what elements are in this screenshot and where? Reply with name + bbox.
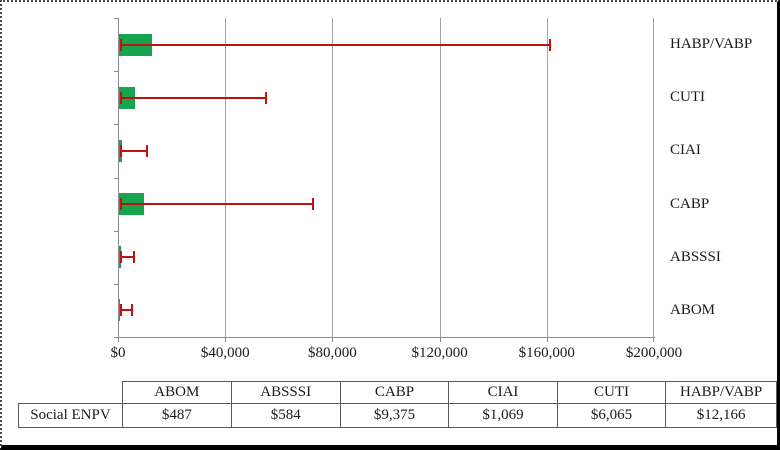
x-tick-label: $80,000 bbox=[308, 345, 357, 361]
x-axis-tick bbox=[118, 338, 119, 342]
bar-abom bbox=[119, 299, 121, 322]
gridline bbox=[546, 18, 548, 337]
x-axis-tick bbox=[439, 338, 441, 342]
table-header-absssi: ABSSSI bbox=[230, 381, 341, 404]
y-axis-tick bbox=[114, 178, 118, 179]
error-cap-high-ciai bbox=[145, 144, 148, 157]
error-cap-low-abom bbox=[120, 304, 123, 317]
table-value-absssi: $584 bbox=[230, 403, 341, 428]
x-tick-label: $0 bbox=[110, 345, 126, 361]
gridline bbox=[332, 18, 334, 337]
gridline bbox=[653, 18, 654, 337]
data-table: ABOM ABSSSI CABP CIAI CUTI HABP/VABP Social EN… bbox=[18, 381, 777, 428]
row-habp-vabp bbox=[118, 18, 654, 71]
y-axis-tick bbox=[114, 71, 118, 72]
table-value-abom: $487 bbox=[121, 403, 232, 428]
error-cap-high-habp-vabp bbox=[549, 38, 552, 51]
category-axis-labels: HABP/VABP CUTI CIAI CABP ABSSSI ABOM bbox=[670, 18, 777, 337]
x-tick-label: $120,000 bbox=[411, 345, 468, 361]
category-label-abom: ABOM bbox=[670, 301, 716, 318]
row-abom bbox=[118, 284, 654, 337]
error-bar-habp-vabp bbox=[121, 43, 551, 46]
category-label-cuti: CUTI bbox=[670, 89, 705, 106]
x-tick-label: $200,000 bbox=[625, 345, 683, 361]
x-axis-tick bbox=[225, 338, 227, 342]
y-axis-tick bbox=[114, 231, 118, 232]
error-cap-high-cabp bbox=[311, 198, 314, 211]
y-axis-tick bbox=[114, 124, 118, 125]
table-value-ciai: $1,069 bbox=[448, 403, 558, 428]
row-absssi bbox=[118, 231, 654, 284]
bar-absssi bbox=[119, 246, 121, 269]
y-axis-line bbox=[118, 18, 119, 337]
table-corner-blank bbox=[19, 382, 123, 404]
x-tick-label: $40,000 bbox=[200, 345, 250, 361]
plot-area bbox=[114, 18, 655, 342]
error-cap-high-cuti bbox=[265, 91, 268, 104]
category-label-absssi: ABSSSI bbox=[670, 248, 721, 265]
x-axis-tick bbox=[332, 338, 334, 342]
x-axis-tick bbox=[653, 338, 654, 342]
error-bar-ciai bbox=[121, 149, 147, 152]
category-label-habp-vabp: HABP/VABP bbox=[670, 36, 753, 53]
table-header-cuti: CUTI bbox=[556, 381, 667, 404]
error-bar-abom bbox=[121, 309, 133, 312]
error-bar-absssi bbox=[121, 256, 134, 259]
y-axis-tick bbox=[114, 18, 118, 19]
row-cabp bbox=[118, 178, 654, 231]
error-cap-low-absssi bbox=[120, 251, 123, 264]
x-axis-tick-labels: $0 $40,000 $80,000 $120,000 $160,000 $200,000 bbox=[111, 345, 683, 365]
table-row-label: Social ENPV bbox=[18, 403, 123, 428]
error-cap-low-cuti bbox=[120, 91, 123, 104]
table-header-ciai: CIAI bbox=[448, 381, 558, 404]
error-bar-cabp bbox=[121, 203, 313, 206]
error-cap-high-abom bbox=[131, 304, 134, 317]
error-cap-low-ciai bbox=[120, 144, 123, 157]
gridline bbox=[225, 18, 227, 337]
table-value-cabp: $9,375 bbox=[339, 403, 450, 428]
table-header-abom: ABOM bbox=[121, 381, 232, 404]
error-cap-low-cabp bbox=[120, 198, 123, 211]
gridline bbox=[439, 18, 441, 337]
category-label-ciai: CIAI bbox=[670, 142, 701, 159]
table-value-habp-vabp: $12,166 bbox=[665, 403, 777, 428]
table-header-cabp: CABP bbox=[339, 381, 450, 404]
y-axis-tick bbox=[114, 337, 118, 338]
table-value-cuti: $6,065 bbox=[556, 403, 667, 428]
x-axis-tick bbox=[546, 338, 548, 342]
table-value-row: Social ENPV $487 $584 $9,375 $1,069 $6,065 $12… bbox=[18, 403, 777, 428]
y-axis-tick bbox=[114, 284, 118, 285]
error-bar-cuti bbox=[121, 96, 267, 99]
x-tick-label: $160,000 bbox=[518, 345, 575, 361]
row-cuti bbox=[118, 71, 654, 124]
x-axis-line bbox=[118, 337, 655, 338]
error-cap-high-absssi bbox=[133, 251, 135, 264]
error-cap-low-habp-vabp bbox=[120, 38, 123, 51]
row-ciai bbox=[118, 124, 654, 177]
table-header-row: ABOM ABSSSI CABP CIAI CUTI HABP/VABP bbox=[19, 381, 777, 404]
table-header-habp-vabp: HABP/VABP bbox=[665, 381, 777, 404]
category-label-cabp: CABP bbox=[670, 195, 710, 212]
